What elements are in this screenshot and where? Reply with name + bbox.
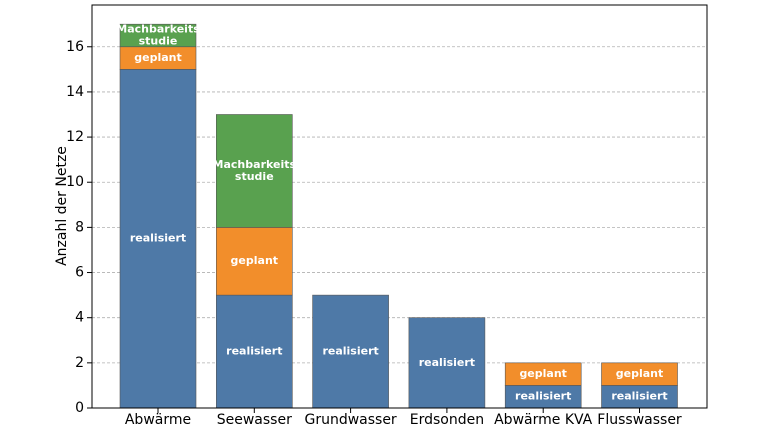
y-tick-label: 14 — [66, 84, 84, 100]
y-tick-label: 10 — [66, 174, 84, 190]
plot-frame — [91, 4, 708, 409]
segment-label: Machbarkeits studie — [213, 158, 297, 183]
y-tick-label: 4 — [75, 310, 84, 326]
segment-label: realisiert — [515, 390, 571, 403]
bar-segment — [216, 114, 293, 228]
bar-segment — [504, 362, 582, 386]
x-tick-label: Abwärme KVA — [494, 412, 593, 428]
segment-label: realisiert — [419, 356, 475, 369]
bar-segment — [601, 362, 678, 386]
y-tick-label: 12 — [66, 129, 84, 145]
y-tick-label: 0 — [75, 400, 84, 416]
x-tick-label: Abwärme — [125, 412, 191, 428]
bar-segment — [216, 227, 293, 296]
x-tick-label: Grundwasser — [304, 412, 396, 428]
segment-label: Machbarkeits studie — [116, 22, 200, 47]
bar-segment — [408, 317, 486, 409]
segment-label: realisiert — [322, 345, 378, 358]
segment-label: realisiert — [611, 390, 667, 403]
x-tick-label: Erdsonden — [410, 412, 484, 428]
segment-label: geplant — [231, 254, 279, 267]
segment-label: realisiert — [226, 345, 282, 358]
segment-label: geplant — [134, 51, 182, 64]
bar-segment — [216, 294, 293, 409]
y-tick-label: 8 — [75, 219, 84, 235]
segment-label: geplant — [519, 367, 567, 380]
x-tick-label: Seewasser — [217, 412, 292, 428]
y-tick-label: 6 — [75, 265, 84, 281]
y-axis-label: Anzahl der Netze — [54, 146, 70, 266]
x-tick-label: Flusswasser — [597, 412, 682, 428]
segment-label: realisiert — [130, 232, 186, 245]
y-tick-label: 16 — [66, 39, 84, 55]
segment-label: geplant — [616, 367, 664, 380]
bar-segment — [312, 294, 389, 409]
bar-segment — [119, 23, 197, 48]
y-tick-label: 2 — [75, 355, 84, 371]
